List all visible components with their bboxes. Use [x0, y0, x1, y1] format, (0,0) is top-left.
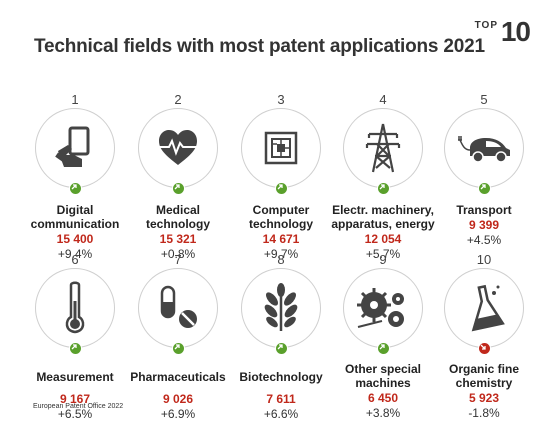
icon-circle	[35, 108, 115, 188]
field-name: Pharmaceuticals	[126, 370, 230, 384]
trend-up-icon	[377, 182, 390, 195]
applications-count: 7 611	[229, 392, 333, 406]
trend-up-icon	[172, 182, 185, 195]
field-name: Computer technology	[229, 203, 333, 231]
rank: 2	[126, 92, 230, 108]
rank: 8	[229, 252, 333, 268]
flask-icon	[461, 283, 507, 333]
applications-count: 9 026	[126, 392, 230, 406]
field-card: 7 Pharmaceuticals 9 026 +6.9%	[126, 252, 230, 421]
icon-circle	[343, 108, 423, 188]
trend-up-icon	[377, 342, 390, 355]
field-name: Organic fine chemistry	[432, 362, 536, 390]
applications-count: 6 450	[331, 391, 435, 405]
trend-up-icon	[478, 182, 491, 195]
rank: 4	[328, 92, 438, 108]
change-percent: -1.8%	[432, 406, 536, 420]
trend-up-icon	[275, 342, 288, 355]
field-name: Other special machines	[331, 362, 435, 390]
applications-count: 15 400	[23, 232, 127, 246]
rank: 5	[432, 92, 536, 108]
rank: 10	[432, 252, 536, 268]
plant-icon	[261, 283, 301, 333]
saw-gears-icon	[356, 285, 410, 331]
field-card: 3 Computer technology 14 671 +9.7%	[229, 92, 333, 261]
heart-pulse-icon	[155, 125, 201, 171]
tablet-hand-icon	[52, 125, 98, 171]
badge-top: TOP	[475, 20, 498, 31]
badge-number: 10	[501, 16, 530, 48]
chip-icon	[261, 128, 301, 168]
trend-up-icon	[69, 182, 82, 195]
field-name: Measurement	[23, 370, 127, 384]
icon-circle	[444, 108, 524, 188]
field-name: Digital communication	[23, 203, 127, 231]
trend-up-icon	[172, 342, 185, 355]
electric-car-icon	[456, 130, 512, 166]
rank: 3	[229, 92, 333, 108]
applications-count: 9 399	[432, 218, 536, 232]
field-name: Medical technology	[126, 203, 230, 231]
field-name: Biotechnology	[229, 370, 333, 384]
icon-circle	[138, 268, 218, 348]
icon-circle	[241, 108, 321, 188]
field-card: 6 Measurement 9 167 +6.5%	[23, 252, 127, 421]
applications-count: 5 923	[432, 391, 536, 405]
applications-count: 14 671	[229, 232, 333, 246]
field-name: Transport	[432, 203, 536, 217]
change-percent: +6.6%	[229, 407, 333, 421]
applications-count: 15 321	[126, 232, 230, 246]
icon-circle	[138, 108, 218, 188]
rank: 1	[23, 92, 127, 108]
rank: 6	[23, 252, 127, 268]
change-percent: +4.5%	[432, 233, 536, 247]
field-name: Electr. machinery, apparatus, energy	[328, 203, 438, 231]
applications-count: 12 054	[328, 232, 438, 246]
trend-down-icon	[478, 342, 491, 355]
rank: 9	[331, 252, 435, 268]
icon-circle	[343, 268, 423, 348]
icon-circle	[241, 268, 321, 348]
field-card: 1 Digital communication 15 400 +9.4%	[23, 92, 127, 261]
trend-up-icon	[275, 182, 288, 195]
rank: 7	[126, 252, 230, 268]
power-pylon-icon	[361, 122, 405, 174]
change-percent: +6.9%	[126, 407, 230, 421]
footer-source: European Patent Office 2022	[33, 403, 123, 410]
icon-circle	[444, 268, 524, 348]
field-card: 4 Electr. machinery, apparatus, energy 1…	[328, 92, 438, 261]
icon-circle	[35, 268, 115, 348]
field-card: 9 Other special machines 6 450 +3.8%	[331, 252, 435, 420]
field-card: 10 Organic fine chemistry 5 923 -1.8%	[432, 252, 536, 420]
change-percent: +3.8%	[331, 406, 435, 420]
field-card: 8 Biotechnology 7 611 +6.6%	[229, 252, 333, 421]
page-title: Technical fields with most patent applic…	[34, 36, 485, 58]
trend-up-icon	[69, 342, 82, 355]
field-card: 2 Medical technology 15 321 +0.8%	[126, 92, 230, 261]
field-card: 5 Transport 9 399 +4.5%	[432, 92, 536, 247]
pills-icon	[156, 285, 200, 331]
thermometer-icon	[63, 281, 87, 335]
